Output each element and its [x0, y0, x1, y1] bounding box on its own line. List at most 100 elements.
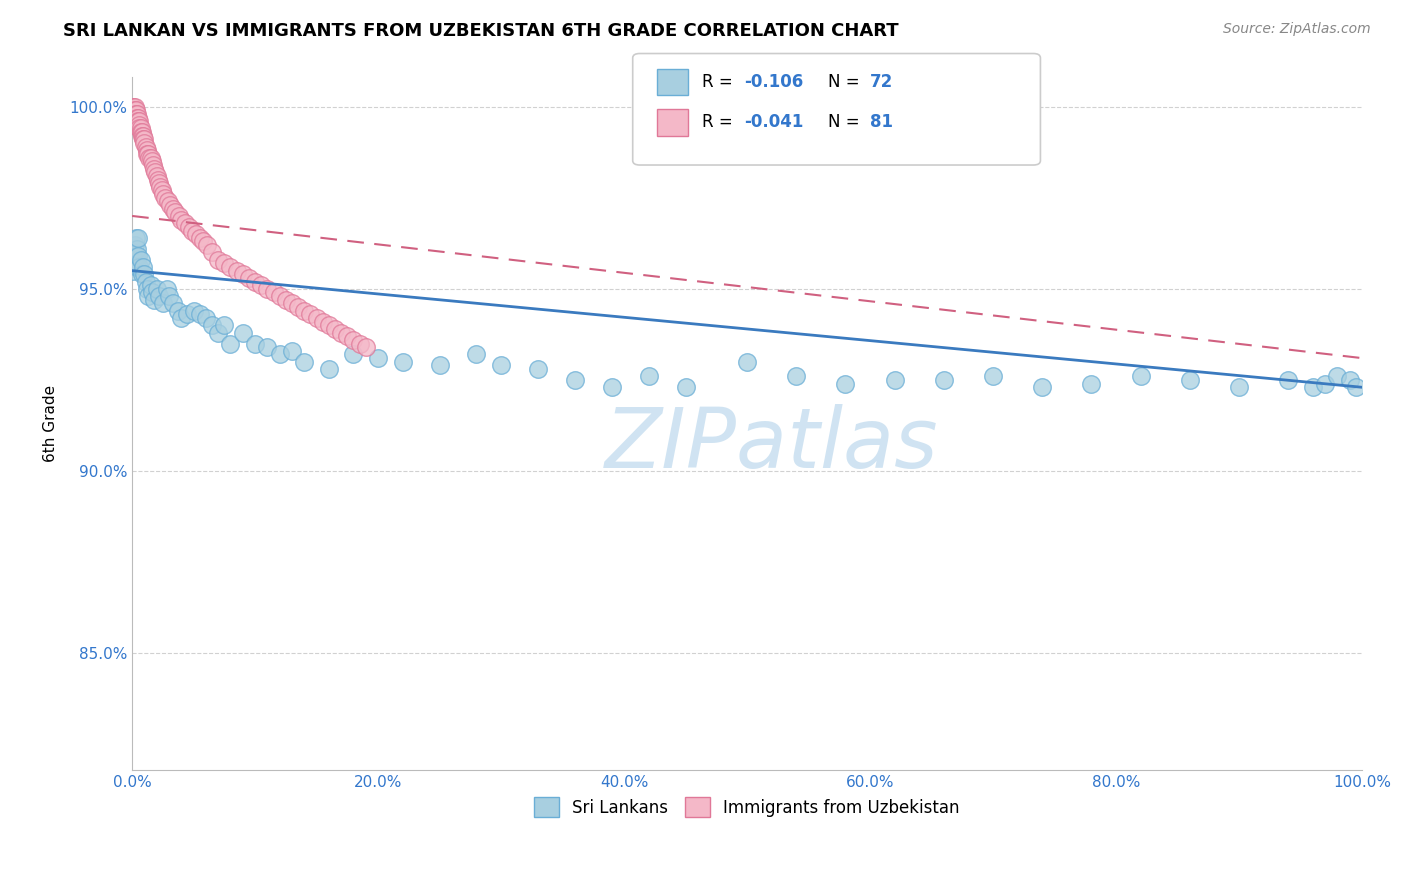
Point [148, 289, 170, 303]
Point [129, 252, 152, 267]
Point [125, 231, 148, 245]
Text: ZIPatlas: ZIPatlas [605, 404, 938, 485]
Point [132, 260, 155, 274]
Point [281, 296, 304, 310]
Point [330, 326, 353, 340]
Point [1178, 373, 1201, 387]
Point [342, 347, 364, 361]
Point [127, 249, 149, 263]
Point [127, 114, 149, 128]
Point [157, 289, 180, 303]
Point [214, 318, 236, 333]
Point [143, 161, 166, 176]
Point [132, 132, 155, 146]
Point [162, 296, 184, 310]
Point [243, 336, 266, 351]
Point [1326, 369, 1348, 384]
Point [142, 158, 165, 172]
Point [143, 293, 166, 307]
Point [323, 322, 346, 336]
Point [1129, 369, 1152, 384]
Text: N =: N = [828, 113, 865, 131]
Point [134, 267, 156, 281]
Point [318, 318, 340, 333]
Point [170, 212, 193, 227]
Point [136, 289, 159, 303]
Point [135, 144, 157, 158]
Point [131, 125, 153, 139]
Point [138, 151, 160, 165]
Point [292, 303, 315, 318]
Point [155, 191, 177, 205]
Text: -0.106: -0.106 [744, 73, 803, 91]
Point [125, 111, 148, 125]
Text: R =: R = [702, 113, 738, 131]
Point [269, 347, 291, 361]
Point [122, 100, 145, 114]
Point [174, 216, 197, 230]
Point [637, 369, 659, 384]
Point [124, 103, 146, 118]
Point [145, 165, 167, 179]
Point [166, 303, 188, 318]
Point [150, 183, 173, 197]
Point [292, 355, 315, 369]
Point [135, 147, 157, 161]
Point [139, 151, 162, 165]
Point [181, 223, 204, 237]
Point [124, 107, 146, 121]
Point [193, 235, 215, 249]
Point [1080, 376, 1102, 391]
Point [141, 154, 163, 169]
Point [129, 125, 152, 139]
Point [122, 245, 145, 260]
Point [214, 256, 236, 270]
Point [219, 260, 242, 274]
Text: SRI LANKAN VS IMMIGRANTS FROM UZBEKISTAN 6TH GRADE CORRELATION CHART: SRI LANKAN VS IMMIGRANTS FROM UZBEKISTAN… [63, 22, 898, 40]
Point [201, 318, 224, 333]
Text: Source: ZipAtlas.com: Source: ZipAtlas.com [1223, 22, 1371, 37]
Text: -0.041: -0.041 [744, 113, 803, 131]
Point [159, 198, 181, 212]
Point [785, 369, 807, 384]
Point [124, 100, 146, 114]
Point [131, 267, 153, 281]
Point [155, 282, 177, 296]
Point [219, 336, 242, 351]
Point [127, 111, 149, 125]
Point [125, 249, 148, 263]
Point [188, 231, 211, 245]
Point [125, 111, 148, 125]
Point [124, 252, 146, 267]
Point [981, 369, 1004, 384]
Point [122, 100, 145, 114]
Text: N =: N = [828, 73, 865, 91]
Point [256, 340, 278, 354]
Point [167, 209, 190, 223]
Text: R =: R = [702, 73, 738, 91]
Point [152, 296, 174, 310]
Text: 72: 72 [870, 73, 894, 91]
Point [125, 107, 148, 121]
Point [177, 219, 200, 234]
Point [834, 376, 856, 391]
Point [207, 326, 229, 340]
Point [125, 103, 148, 118]
Point [600, 380, 623, 394]
Point [675, 380, 697, 394]
Point [263, 285, 285, 300]
Point [129, 121, 152, 136]
Point [127, 231, 149, 245]
Legend: Sri Lankans, Immigrants from Uzbekistan: Sri Lankans, Immigrants from Uzbekistan [527, 790, 967, 824]
Point [170, 311, 193, 326]
Point [134, 136, 156, 150]
Point [149, 179, 172, 194]
Point [735, 355, 758, 369]
Point [465, 347, 488, 361]
Point [932, 373, 955, 387]
Point [135, 282, 157, 296]
Point [156, 194, 179, 209]
Point [122, 263, 145, 277]
Point [125, 107, 148, 121]
Point [367, 351, 389, 365]
